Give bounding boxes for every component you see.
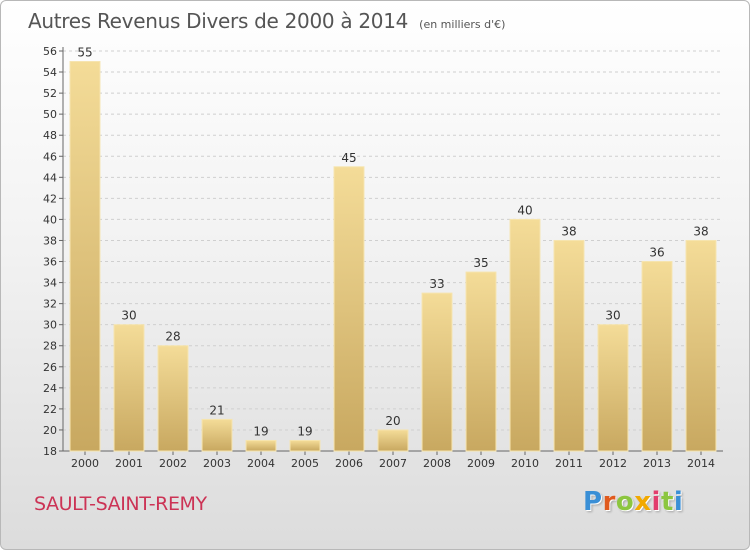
y-tick-label: 42 (43, 192, 57, 205)
x-tick-label-2012: 2012 (599, 457, 627, 470)
town-name: SAULT-SAINT-REMY (34, 493, 207, 515)
bar-2004[interactable] (245, 439, 277, 452)
value-label-2008: 33 (429, 277, 444, 291)
y-tick-label: 56 (43, 45, 57, 58)
value-label-2005: 19 (297, 424, 312, 438)
x-tick-label-2008: 2008 (423, 457, 451, 470)
x-tick-label-2002: 2002 (159, 457, 187, 470)
y-tick-label: 52 (43, 87, 57, 100)
value-label-2003: 21 (209, 403, 224, 417)
y-tick-label: 44 (43, 171, 57, 184)
logo-letter: r (602, 487, 616, 517)
y-tick-label: 28 (43, 340, 57, 353)
y-tick-label: 32 (43, 298, 57, 311)
value-label-2002: 28 (165, 330, 180, 344)
bar-2009[interactable] (465, 271, 497, 452)
y-tick-label: 36 (43, 256, 57, 269)
y-tick-label: 48 (43, 129, 57, 142)
x-tick-label-2011: 2011 (555, 457, 583, 470)
bar-2003[interactable] (201, 418, 233, 452)
bar-2000[interactable] (69, 61, 101, 452)
value-label-2011: 38 (561, 224, 576, 238)
x-tick-label-2007: 2007 (379, 457, 407, 470)
bar-2007[interactable] (377, 429, 409, 452)
bar-2001[interactable] (113, 324, 145, 452)
value-label-2000: 55 (77, 46, 92, 60)
chart-title: Autres Revenus Divers de 2000 à 2014 (en… (28, 9, 505, 33)
proxiti-logo[interactable]: Proxiti (583, 487, 683, 517)
y-tick-label: 20 (43, 424, 57, 437)
x-tick-label-2010: 2010 (511, 457, 539, 470)
chart-subtitle: (en milliers d'€) (419, 18, 506, 31)
y-tick-label: 24 (43, 382, 57, 395)
x-tick-label-2013: 2013 (643, 457, 671, 470)
bar-2012[interactable] (597, 324, 629, 452)
bar-2002[interactable] (157, 345, 189, 452)
bar-2005[interactable] (289, 439, 321, 452)
value-label-2012: 30 (605, 309, 620, 323)
logo-letter: o (615, 487, 635, 517)
x-tick-label-2000: 2000 (71, 457, 99, 470)
x-tick-label-2001: 2001 (115, 457, 143, 470)
value-label-2014: 38 (693, 224, 708, 238)
y-tick-label: 46 (43, 150, 57, 163)
y-tick-label: 18 (43, 445, 57, 458)
logo-letter: i (673, 487, 684, 517)
logo-letter: i (651, 487, 661, 517)
bar-2011[interactable] (553, 239, 585, 452)
x-tick-label-2014: 2014 (687, 457, 715, 470)
x-tick-label-2006: 2006 (335, 457, 363, 470)
x-tick-label-2004: 2004 (247, 457, 275, 470)
x-tick-label-2003: 2003 (203, 457, 231, 470)
y-tick-label: 22 (43, 403, 57, 416)
value-label-2013: 36 (649, 246, 664, 260)
logo-letter: P (583, 487, 603, 517)
x-tick-label-2009: 2009 (467, 457, 495, 470)
value-label-2007: 20 (385, 414, 400, 428)
y-tick-label: 38 (43, 234, 57, 247)
bar-2014[interactable] (685, 239, 717, 452)
value-label-2006: 45 (341, 151, 356, 165)
value-label-2004: 19 (253, 424, 268, 438)
logo-letter: x (634, 487, 652, 517)
y-tick-label: 50 (43, 108, 57, 121)
y-tick-label: 40 (43, 213, 57, 226)
bar-2013[interactable] (641, 261, 673, 452)
bar-2010[interactable] (509, 218, 541, 452)
chart-title-main: Autres Revenus Divers de 2000 à 2014 (28, 9, 409, 33)
y-tick-label: 54 (43, 66, 57, 79)
logo-letter: t (660, 487, 674, 517)
value-label-2009: 35 (473, 256, 488, 270)
bar-2006[interactable] (333, 166, 365, 452)
value-label-2010: 40 (517, 203, 532, 217)
y-tick-label: 30 (43, 319, 57, 332)
y-tick-label: 26 (43, 361, 57, 374)
y-tick-label: 34 (43, 277, 57, 290)
value-label-2001: 30 (121, 309, 136, 323)
bar-2008[interactable] (421, 292, 453, 452)
x-tick-label-2005: 2005 (291, 457, 319, 470)
